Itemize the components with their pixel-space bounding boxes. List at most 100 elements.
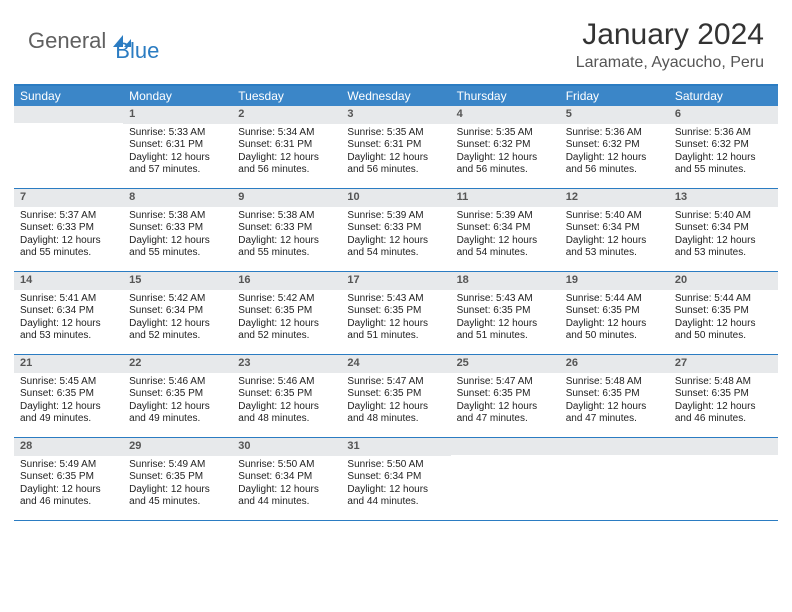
day-number: 30 [232,438,341,456]
day-number: 31 [341,438,450,456]
weekday-header: Thursday [451,86,560,106]
calendar-day-cell: 7Sunrise: 5:37 AMSunset: 6:33 PMDaylight… [14,189,123,271]
sunrise-line: Sunrise: 5:45 AM [20,376,117,389]
sunset-line: Sunset: 6:35 PM [20,388,117,401]
daylight-line: Daylight: 12 hours and 47 minutes. [457,401,554,426]
sunrise-line: Sunrise: 5:39 AM [347,210,444,223]
day-details: Sunrise: 5:50 AMSunset: 6:34 PMDaylight:… [232,456,341,514]
weekday-header: Saturday [669,86,778,106]
sunset-line: Sunset: 6:32 PM [457,139,554,152]
sunrise-line: Sunrise: 5:42 AM [129,293,226,306]
logo: General Blue [28,18,159,64]
sunrise-line: Sunrise: 5:38 AM [129,210,226,223]
sunrise-line: Sunrise: 5:44 AM [566,293,663,306]
weekday-header: Monday [123,86,232,106]
weekday-header: Friday [560,86,669,106]
sunrise-line: Sunrise: 5:37 AM [20,210,117,223]
day-number [560,438,669,455]
day-number: 23 [232,355,341,373]
day-number: 28 [14,438,123,456]
day-number: 6 [669,106,778,124]
sunrise-line: Sunrise: 5:46 AM [129,376,226,389]
day-details: Sunrise: 5:45 AMSunset: 6:35 PMDaylight:… [14,373,123,431]
calendar-day-cell: 29Sunrise: 5:49 AMSunset: 6:35 PMDayligh… [123,438,232,520]
sunrise-line: Sunrise: 5:42 AM [238,293,335,306]
calendar-day-cell: 12Sunrise: 5:40 AMSunset: 6:34 PMDayligh… [560,189,669,271]
sunset-line: Sunset: 6:35 PM [457,388,554,401]
calendar-day-cell: 1Sunrise: 5:33 AMSunset: 6:31 PMDaylight… [123,106,232,188]
sunset-line: Sunset: 6:33 PM [238,222,335,235]
day-number: 29 [123,438,232,456]
sunset-line: Sunset: 6:34 PM [457,222,554,235]
day-number: 27 [669,355,778,373]
title-block: January 2024 Laramate, Ayacucho, Peru [576,18,764,72]
daylight-line: Daylight: 12 hours and 49 minutes. [129,401,226,426]
day-number: 16 [232,272,341,290]
sunset-line: Sunset: 6:35 PM [129,388,226,401]
day-number: 18 [451,272,560,290]
sunrise-line: Sunrise: 5:43 AM [347,293,444,306]
calendar-day-cell: 30Sunrise: 5:50 AMSunset: 6:34 PMDayligh… [232,438,341,520]
calendar-day-cell: 20 Sunrise: 5:44 AMSunset: 6:35 PMDayligh… [669,272,778,354]
sunset-line: Sunset: 6:31 PM [347,139,444,152]
day-number: 3 [341,106,450,124]
day-number [451,438,560,455]
sunrise-line: Sunrise: 5:47 AM [457,376,554,389]
logo-text-general: General [28,28,106,54]
day-number: 15 [123,272,232,290]
daylight-line: Daylight: 12 hours and 57 minutes. [129,152,226,177]
sunset-line: Sunset: 6:35 PM [566,388,663,401]
day-details: Sunrise: 5:36 AMSunset: 6:32 PMDaylight:… [669,124,778,182]
sunset-line: Sunset: 6:35 PM [675,388,772,401]
day-number: 25 [451,355,560,373]
daylight-line: Daylight: 12 hours and 50 minutes. [675,318,772,343]
day-details: Sunrise: 5:44 AMSunset: 6:35 PMDaylight:… [560,290,669,348]
day-details: Sunrise: 5:46 AMSunset: 6:35 PMDaylight:… [232,373,341,431]
daylight-line: Daylight: 12 hours and 54 minutes. [457,235,554,260]
day-details: Sunrise: 5:40 AMSunset: 6:34 PMDaylight:… [669,207,778,265]
day-number: 7 [14,189,123,207]
day-details: Sunrise: 5:41 AMSunset: 6:34 PMDaylight:… [14,290,123,348]
calendar-day-cell: 10Sunrise: 5:39 AMSunset: 6:33 PMDayligh… [341,189,450,271]
calendar-week-row: 1Sunrise: 5:33 AMSunset: 6:31 PMDaylight… [14,106,778,189]
day-details: Sunrise: 5:39 AMSunset: 6:33 PMDaylight:… [341,207,450,265]
sunset-line: Sunset: 6:34 PM [347,471,444,484]
day-details: Sunrise: 5:42 AMSunset: 6:34 PMDaylight:… [123,290,232,348]
day-number: 9 [232,189,341,207]
sunrise-line: Sunrise: 5:36 AM [566,127,663,140]
daylight-line: Daylight: 12 hours and 54 minutes. [347,235,444,260]
daylight-line: Daylight: 12 hours and 44 minutes. [238,484,335,509]
daylight-line: Daylight: 12 hours and 53 minutes. [566,235,663,260]
sunrise-line: Sunrise: 5:33 AM [129,127,226,140]
calendar-day-cell: 28Sunrise: 5:49 AMSunset: 6:35 PMDayligh… [14,438,123,520]
sunset-line: Sunset: 6:33 PM [20,222,117,235]
sunset-line: Sunset: 6:34 PM [20,305,117,318]
sunrise-line: Sunrise: 5:44 AM [675,293,772,306]
calendar-week-row: 14Sunrise: 5:41 AMSunset: 6:34 PMDayligh… [14,272,778,355]
sunset-line: Sunset: 6:35 PM [457,305,554,318]
sunset-line: Sunset: 6:35 PM [129,471,226,484]
sunrise-line: Sunrise: 5:36 AM [675,127,772,140]
calendar-day-cell: 19Sunrise: 5:44 AMSunset: 6:35 PMDayligh… [560,272,669,354]
sunset-line: Sunset: 6:32 PM [566,139,663,152]
day-number: 5 [560,106,669,124]
day-number [14,106,123,123]
calendar-day-cell: 25 Sunrise: 5:47 AMSunset: 6:35 PMDayligh… [451,355,560,437]
calendar-day-cell: 4Sunrise: 5:35 AMSunset: 6:32 PMDaylight… [451,106,560,188]
calendar-day-cell: 16Sunrise: 5:42 AMSunset: 6:35 PMDayligh… [232,272,341,354]
calendar-empty-cell [451,438,560,520]
day-details: Sunrise: 5:50 AMSunset: 6:34 PMDaylight:… [341,456,450,514]
day-number: 20 [669,272,778,290]
day-number: 12 [560,189,669,207]
sunrise-line: Sunrise: 5:39 AM [457,210,554,223]
day-number: 2 [232,106,341,124]
calendar-day-cell: 22Sunrise: 5:46 AMSunset: 6:35 PMDayligh… [123,355,232,437]
location-text: Laramate, Ayacucho, Peru [576,54,764,72]
sunset-line: Sunset: 6:35 PM [675,305,772,318]
weekday-header: Wednesday [341,86,450,106]
day-number: 21 [14,355,123,373]
calendar-day-cell: 21Sunrise: 5:45 AMSunset: 6:35 PMDayligh… [14,355,123,437]
day-details: Sunrise: 5:48 AMSunset: 6:35 PMDaylight:… [560,373,669,431]
calendar-day-cell: 18Sunrise: 5:43 AMSunset: 6:35 PMDayligh… [451,272,560,354]
calendar-week-row: 7Sunrise: 5:37 AMSunset: 6:33 PMDaylight… [14,189,778,272]
